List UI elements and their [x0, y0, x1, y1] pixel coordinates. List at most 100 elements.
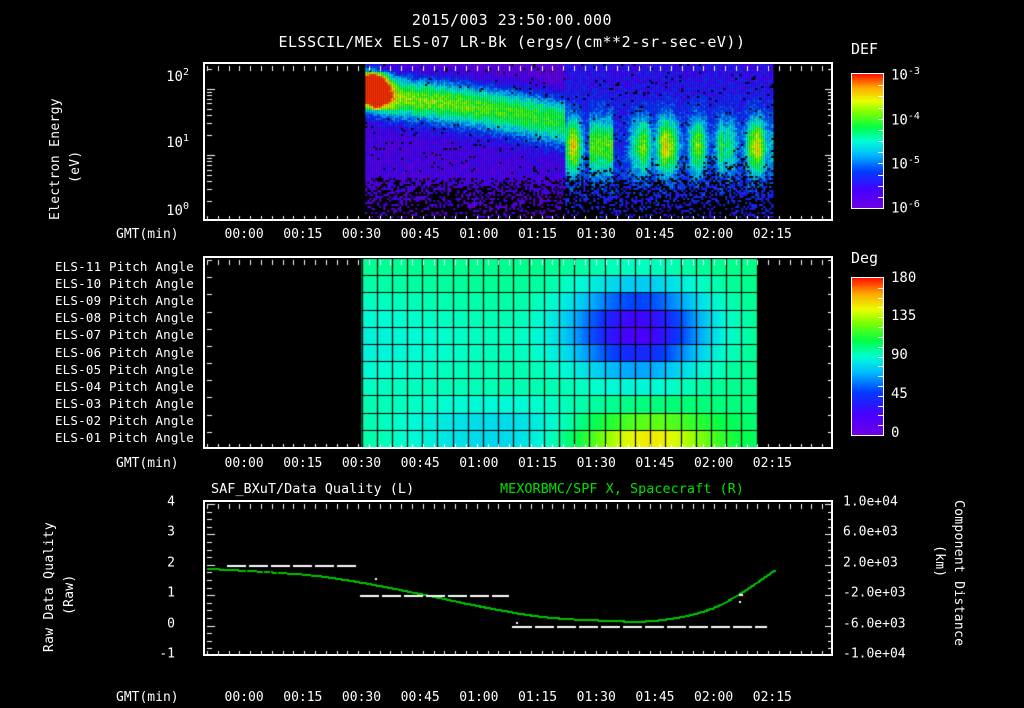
colorbar-tick	[878, 425, 883, 427]
panel3-ytick-right: -2.0e+03	[843, 585, 906, 601]
panel3-ytick-right: -1.0e+04	[843, 646, 906, 662]
panel3-ylabel-left-units: (Raw)	[62, 574, 77, 615]
colorbar-tick	[878, 185, 883, 187]
xaxis-tick-label: 02:15	[752, 227, 792, 242]
colorbar-tick	[878, 118, 883, 120]
colorbar-tick	[878, 85, 883, 87]
panel1-xaxis-label: GMT(min)	[116, 227, 179, 242]
deg-colorbar	[851, 277, 884, 436]
xaxis-tick-label: 01:00	[459, 690, 499, 705]
deg-colorbar-label-0: 0	[891, 425, 900, 441]
xaxis-tick-label: 00:15	[283, 227, 323, 242]
panel1-ticks	[205, 64, 831, 219]
xaxis-tick-label: 00:00	[224, 456, 264, 471]
xaxis-tick-label: 01:30	[576, 456, 616, 471]
panel3-ytick-left: 1	[167, 585, 175, 601]
colorbar-tick	[878, 415, 883, 417]
panel3-ytick-right: -6.0e+03	[843, 616, 906, 632]
panel3-traces	[205, 502, 831, 654]
panel3-ytick-right: 1.0e+04	[843, 494, 898, 510]
panel3-ytick-left: 0	[167, 616, 175, 632]
xaxis-tick-label: 00:30	[341, 227, 382, 242]
pitch-angle-row-label: ELS-02 Pitch Angle	[54, 413, 194, 429]
pitch-angle-row-label: ELS-01 Pitch Angle	[54, 430, 194, 446]
xaxis-tick-label: 00:45	[400, 227, 440, 242]
panel3-xaxis-label: GMT(min)	[116, 690, 179, 705]
panel2-xaxis-label: GMT(min)	[116, 456, 179, 471]
pitch-angle-row-label: ELS-05 Pitch Angle	[54, 361, 194, 377]
panel3-ytick-right: 6.0e+03	[843, 524, 898, 540]
xaxis-tick-label: 00:15	[283, 690, 323, 705]
pitch-angle-row-label: ELS-06 Pitch Angle	[54, 344, 194, 360]
def-colorbar-label-3: 10-3	[891, 66, 920, 84]
xaxis-tick-label: 01:15	[517, 690, 558, 705]
xaxis-tick-label: 00:45	[400, 456, 440, 471]
colorbar-tick	[878, 152, 883, 154]
panel1-ytick-100: 102	[166, 67, 189, 85]
xaxis-tick-label: 00:00	[224, 690, 264, 705]
xaxis-tick-label: 01:15	[517, 456, 558, 471]
deg-colorbar-label-90: 90	[891, 347, 908, 363]
xaxis-tick-label: 00:45	[400, 690, 440, 705]
xaxis-tick-label: 01:45	[635, 456, 675, 471]
colorbar-tick	[878, 297, 883, 299]
pitch-angle-row-label: ELS-03 Pitch Angle	[54, 396, 194, 412]
panel3-ytick-left: 3	[167, 524, 175, 540]
xaxis-tick-label: 01:00	[459, 227, 499, 242]
panel3-ytick-left: 2	[167, 555, 175, 571]
pitch-angle-row-label: ELS-04 Pitch Angle	[54, 378, 194, 394]
xaxis-tick-label: 01:00	[459, 456, 499, 471]
panel1-ylabel: Electron Energy	[48, 98, 63, 220]
colorbar-tick	[878, 405, 883, 407]
colorbar-tick	[878, 141, 883, 142]
colorbar-tick	[878, 287, 883, 289]
def-colorbar-title: DEF	[851, 40, 879, 58]
def-colorbar-label-6: 10-6	[891, 199, 920, 217]
panel3-ytick-left: -1	[159, 646, 175, 662]
deg-colorbar-label-45: 45	[891, 386, 908, 402]
pitch-angle-row-label: ELS-10 Pitch Angle	[54, 275, 194, 291]
colorbar-tick	[878, 163, 883, 165]
colorbar-tick	[878, 96, 883, 98]
pitch-angle-row-label: ELS-11 Pitch Angle	[54, 258, 194, 274]
pitch-angle-row-labels: ELS-11 Pitch Angle ELS-10 Pitch Angle ELS-…	[0, 256, 198, 449]
xaxis-tick-label: 01:30	[576, 227, 616, 242]
colorbar-tick	[878, 346, 883, 348]
panel3-ytick-left: 4	[167, 494, 175, 510]
def-colorbar-label-4: 10-4	[891, 111, 920, 129]
xaxis-tick-label: 00:15	[283, 456, 323, 471]
page-subtitle: ELSSCIL/MEx ELS-07 LR-Bk (ergs/(cm**2-sr…	[278, 33, 746, 51]
panel3-ylabel-right-units: (km)	[932, 545, 947, 578]
xaxis-tick-label: 02:00	[694, 690, 734, 705]
panel-data-quality	[203, 500, 833, 656]
deg-colorbar-title: Deg	[851, 249, 879, 267]
xaxis-tick-label: 01:30	[576, 690, 616, 705]
panel3-ylabel-right: Component Distance	[951, 500, 966, 647]
deg-colorbar-label-135: 135	[891, 308, 917, 324]
pitch-angle-row-label: ELS-08 Pitch Angle	[54, 310, 194, 326]
colorbar-tick	[878, 327, 883, 329]
colorbar-tick	[878, 385, 883, 387]
panel3-ytick-right: 2.0e+03	[843, 555, 898, 571]
colorbar-tick	[878, 376, 883, 378]
xaxis-tick-label: 02:00	[694, 227, 734, 242]
panel-electron-energy	[203, 62, 833, 221]
xaxis-tick-label: 02:00	[694, 456, 734, 471]
colorbar-tick	[878, 107, 883, 109]
pitch-angle-row-label: ELS-09 Pitch Angle	[54, 292, 194, 308]
colorbar-tick	[878, 317, 883, 319]
page-title-timestamp: 2015/003 23:50:00.000	[411, 11, 613, 29]
xaxis-tick-label: 02:15	[752, 456, 792, 471]
panel1-ytick-1: 100	[166, 201, 189, 219]
colorbar-tick	[878, 336, 883, 338]
panel2-ticks	[205, 258, 831, 447]
colorbar-tick	[878, 366, 883, 368]
colorbar-tick	[878, 307, 883, 309]
xaxis-tick-label: 02:15	[752, 690, 792, 705]
xaxis-tick-label: 01:45	[635, 227, 675, 242]
panel-pitch-angle	[203, 256, 833, 449]
xaxis-tick-label: 00:30	[341, 456, 382, 471]
colorbar-tick	[878, 174, 883, 176]
xaxis-tick-label: 01:15	[517, 227, 558, 242]
xaxis-tick-label: 00:30	[341, 690, 382, 705]
